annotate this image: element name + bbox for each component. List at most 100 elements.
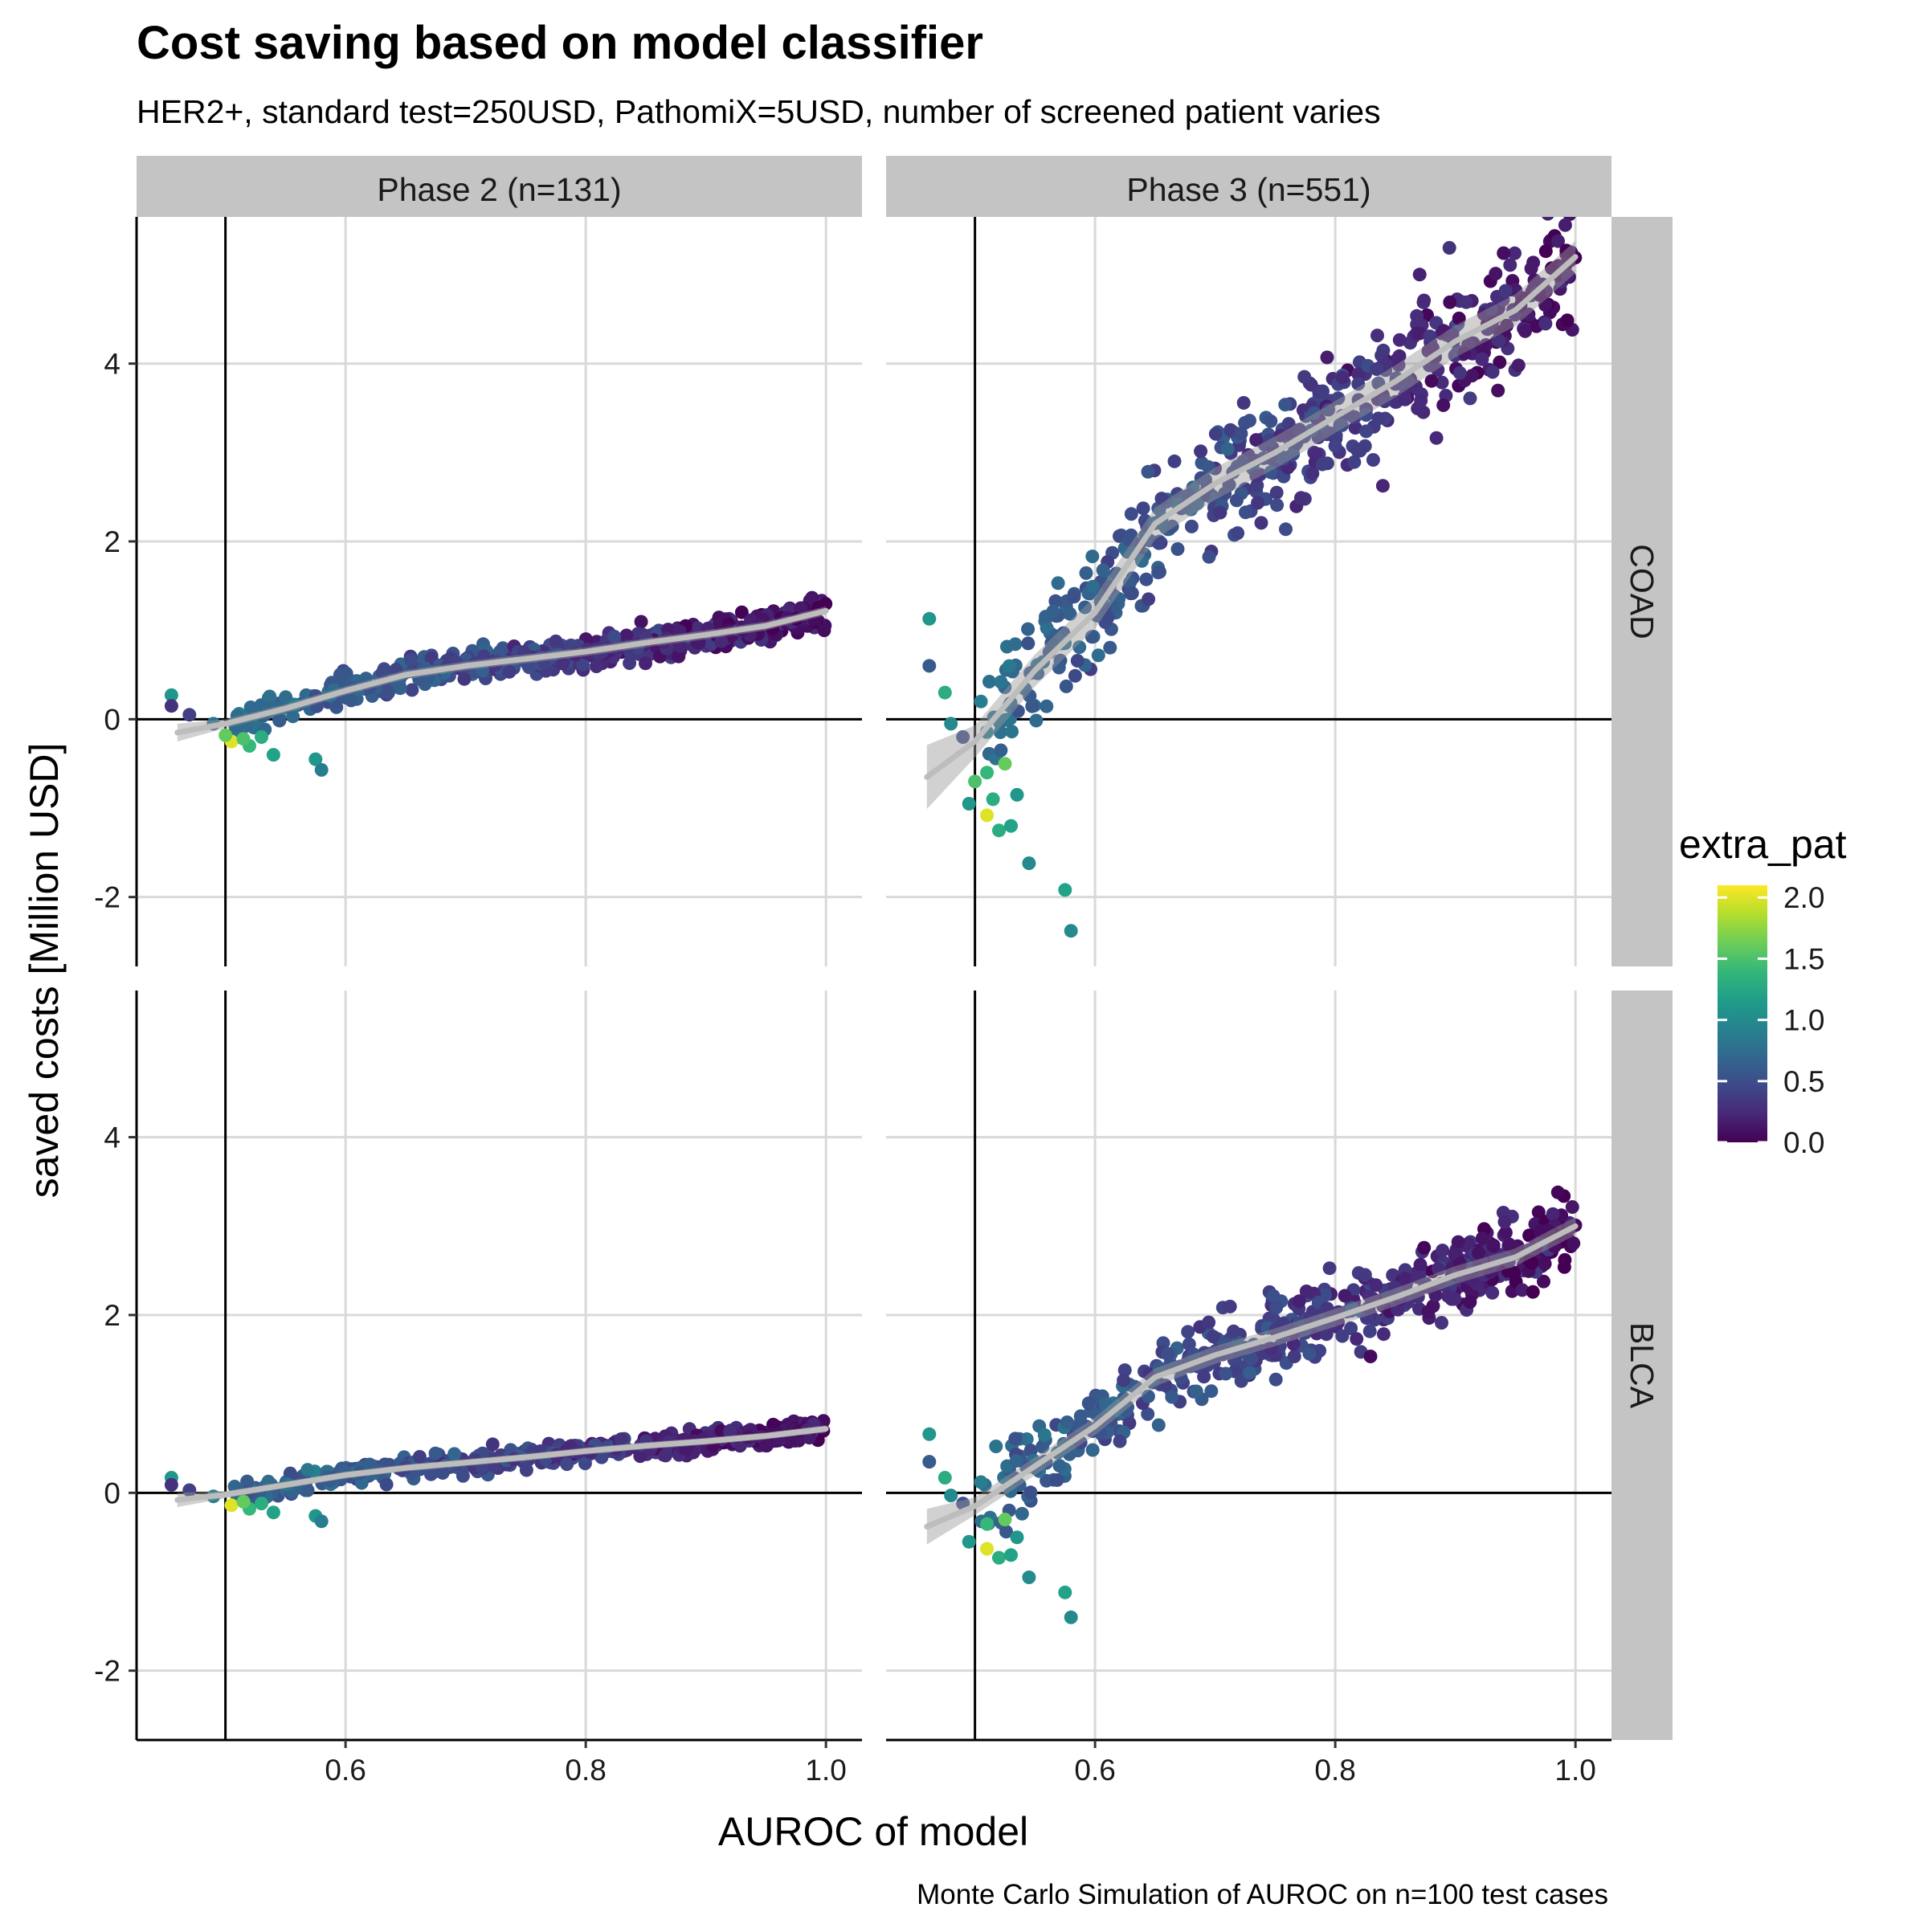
- data-point: [614, 1432, 628, 1446]
- data-point: [980, 808, 995, 823]
- data-point: [944, 1489, 958, 1503]
- data-point: [1009, 1454, 1023, 1468]
- data-point: [1421, 1305, 1436, 1319]
- data-point: [549, 634, 563, 648]
- data-point: [1229, 493, 1244, 508]
- data-point: [794, 601, 808, 615]
- data-point: [623, 656, 637, 670]
- data-point: [634, 615, 648, 629]
- trend-confidence-band: [926, 1217, 1576, 1545]
- data-point: [1268, 1372, 1283, 1387]
- data-point: [1048, 594, 1063, 608]
- data-point: [817, 623, 831, 638]
- data-point: [339, 666, 353, 680]
- data-point: [556, 656, 570, 671]
- data-point: [1085, 549, 1100, 564]
- y-axis-title: saved costs [Million USD]: [22, 743, 67, 1199]
- y-tick-label: 4: [104, 348, 120, 381]
- data-point: [1550, 1185, 1565, 1199]
- data-point: [1362, 1324, 1377, 1338]
- data-point: [404, 653, 419, 667]
- colorbar-tick-label: 0.0: [1783, 1126, 1824, 1159]
- data-point: [266, 1505, 280, 1520]
- data-point: [1279, 522, 1293, 537]
- facet-panel: [137, 991, 862, 1740]
- data-point: [759, 1439, 774, 1453]
- data-point: [1417, 1240, 1432, 1255]
- data-point: [447, 1447, 462, 1461]
- data-point: [1497, 1215, 1512, 1229]
- data-point: [266, 748, 280, 762]
- data-point: [1051, 576, 1065, 590]
- data-point: [1423, 329, 1437, 344]
- y-tick-label: 0: [104, 1477, 120, 1509]
- data-point: [1498, 1225, 1513, 1240]
- data-point: [1123, 575, 1138, 590]
- data-point: [263, 689, 277, 704]
- data-point: [1351, 367, 1366, 382]
- data-point: [1022, 1571, 1036, 1584]
- data-point: [1485, 302, 1498, 317]
- data-point: [1370, 362, 1384, 376]
- data-point: [993, 725, 1007, 739]
- data-point: [1392, 333, 1407, 347]
- data-point: [1420, 308, 1434, 322]
- data-point: [1023, 688, 1037, 703]
- data-point: [1371, 411, 1386, 426]
- data-point: [1022, 856, 1036, 871]
- data-point: [1410, 308, 1424, 323]
- data-point: [1522, 1254, 1537, 1268]
- data-point: [1064, 924, 1078, 938]
- data-point: [1002, 659, 1016, 673]
- data-point: [1431, 1261, 1445, 1276]
- data-point: [1236, 396, 1251, 410]
- data-point: [1085, 579, 1100, 594]
- data-point: [1452, 311, 1466, 325]
- data-point: [1184, 519, 1199, 533]
- data-point: [639, 656, 652, 671]
- data-point: [1165, 1390, 1179, 1404]
- data-point: [314, 762, 329, 777]
- chart-caption: Monte Carlo Simulation of AUROC on n=100…: [917, 1879, 1608, 1910]
- data-point: [1218, 486, 1232, 500]
- data-point: [1101, 611, 1115, 625]
- y-tick-label: 4: [104, 1121, 120, 1154]
- data-point: [1369, 1278, 1383, 1293]
- data-point: [1161, 1347, 1174, 1362]
- data-point: [502, 664, 517, 679]
- data-point: [1350, 443, 1365, 458]
- data-point: [1204, 1384, 1219, 1399]
- data-point: [1219, 1366, 1233, 1381]
- data-point: [1040, 621, 1054, 635]
- data-point: [1448, 1292, 1462, 1306]
- trend-line: [174, 607, 829, 736]
- data-point: [485, 1437, 500, 1452]
- data-point: [1445, 327, 1460, 341]
- data-point: [992, 1550, 1006, 1565]
- data-point: [1238, 416, 1252, 430]
- data-point: [1424, 374, 1439, 388]
- data-point: [1021, 636, 1035, 651]
- data-point: [1471, 1246, 1485, 1260]
- data-point: [937, 685, 952, 700]
- data-point: [1485, 365, 1500, 379]
- data-point: [1187, 1347, 1201, 1362]
- data-point: [633, 1449, 647, 1464]
- trend-line: [924, 1223, 1579, 1530]
- data-point: [1052, 1459, 1067, 1473]
- data-point: [412, 1450, 427, 1464]
- data-point: [164, 699, 178, 713]
- data-point: [1174, 1370, 1188, 1385]
- data-point: [1309, 447, 1323, 461]
- data-point: [1254, 516, 1268, 530]
- data-point: [1008, 1432, 1023, 1446]
- data-point: [998, 1513, 1012, 1526]
- colorbar-tick-label: 1.0: [1783, 1004, 1824, 1037]
- data-point: [1052, 660, 1066, 675]
- data-point: [1493, 355, 1507, 370]
- data-point: [1538, 317, 1553, 331]
- data-point: [999, 1525, 1013, 1539]
- data-point: [1117, 1363, 1132, 1378]
